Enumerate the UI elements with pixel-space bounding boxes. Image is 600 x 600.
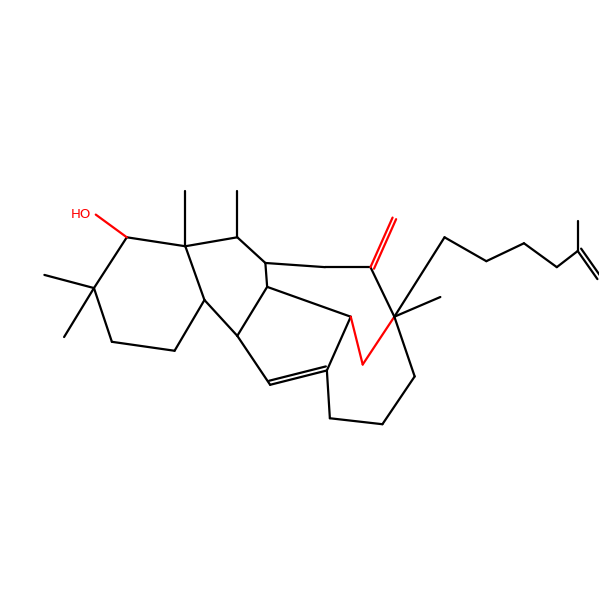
Text: HO: HO bbox=[71, 208, 91, 221]
